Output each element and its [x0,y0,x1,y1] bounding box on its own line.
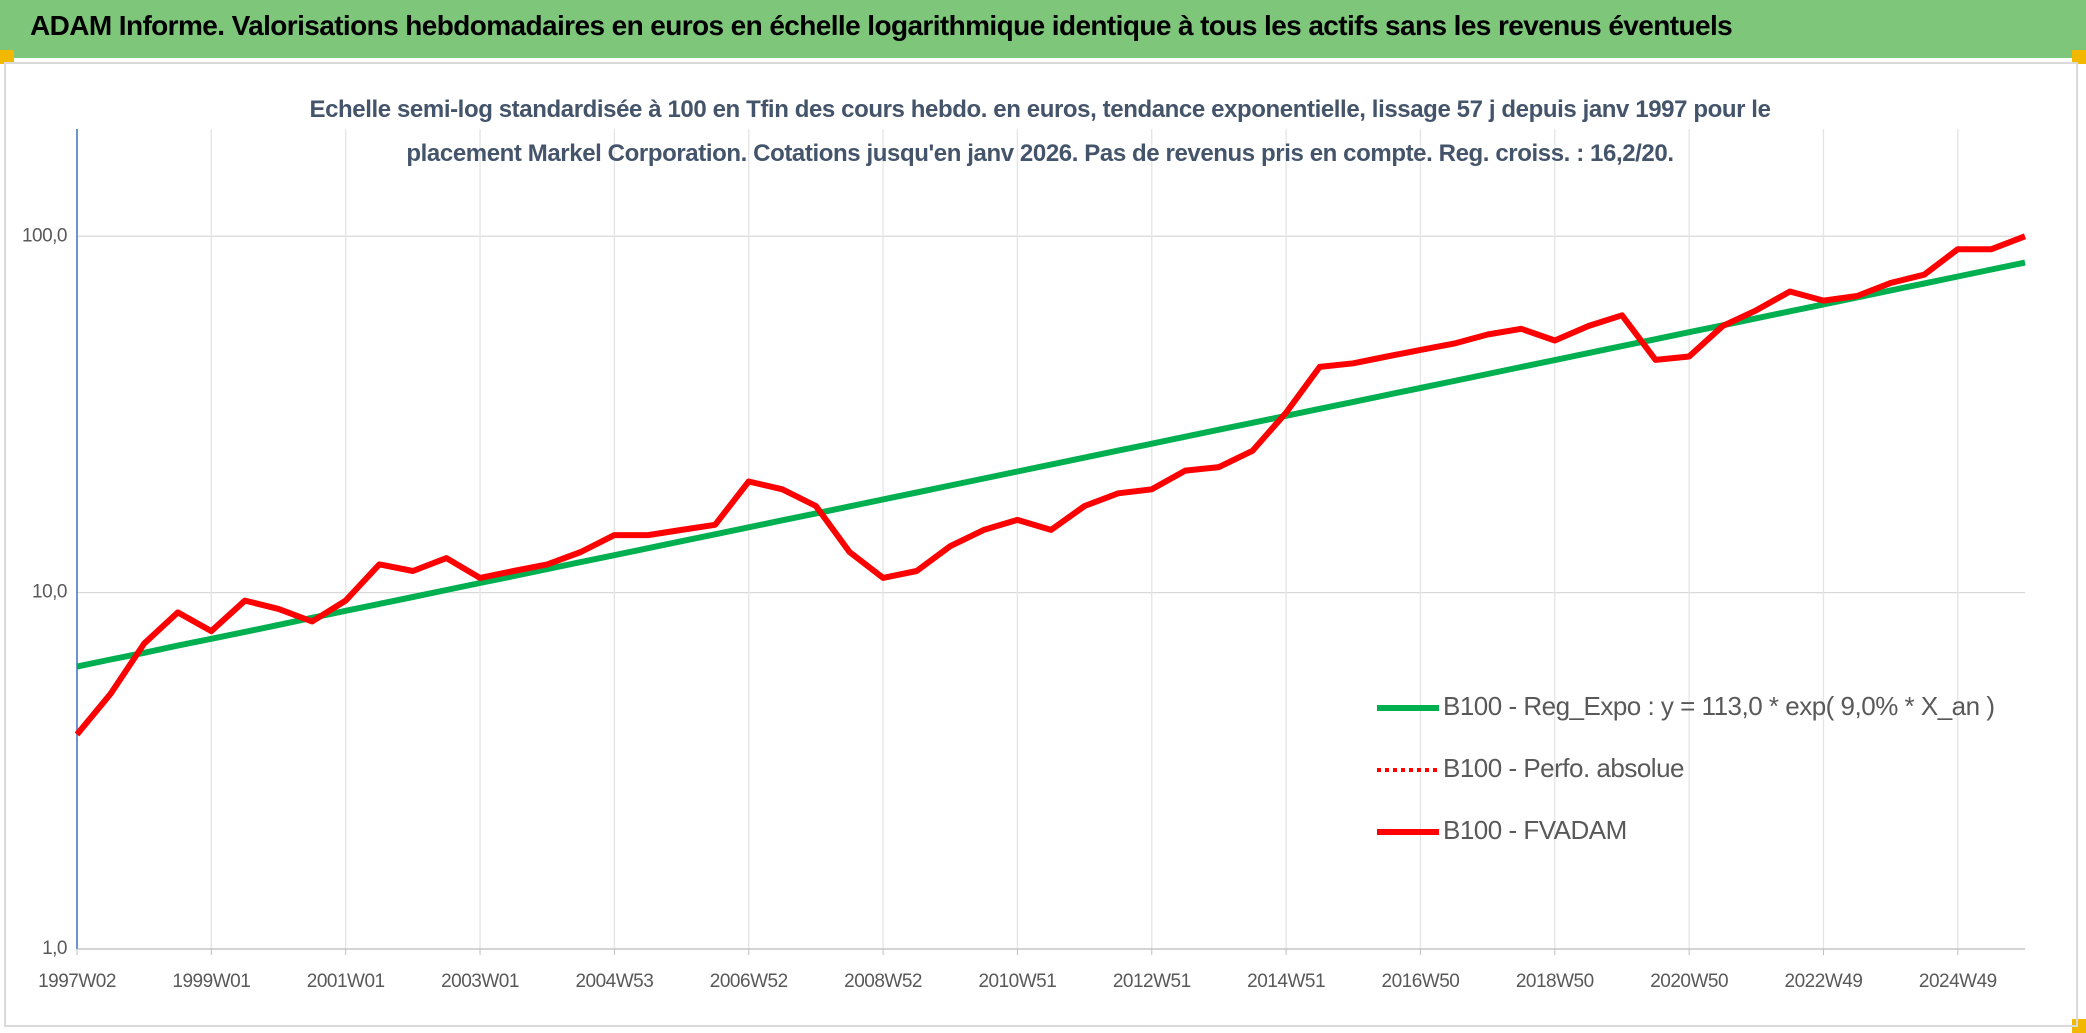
y-tick-label: 100,0 [22,225,67,246]
x-tick-label: 2020W50 [1650,971,1728,992]
chart-subtitle: Echelle semi-log standardisée à 100 en T… [309,96,1771,167]
chart-frame [4,62,2078,1027]
series-line [74,233,2027,737]
x-tick-label: 2018W50 [1516,971,1594,992]
corner [2072,50,2086,64]
series-line [76,259,2026,670]
x-tick-label: 2006W52 [710,971,788,992]
x-tick-label: 2014W51 [1247,971,1325,992]
corner [0,50,14,64]
y-tick-label: 1,0 [42,938,67,959]
series-line [75,234,2026,736]
legend-label: B100 - Perfo. absolue [1443,753,1684,783]
x-tick-label: 2001W01 [307,971,385,992]
x-tick-label: 2016W50 [1382,971,1460,992]
y-tick-label: 10,0 [32,582,67,603]
x-tick-label: 1997W02 [38,971,116,992]
x-tick-label: 2024W49 [1919,971,1997,992]
x-tick-label: 2008W52 [844,971,922,992]
header-bar: ADAM Informe. Valorisations hebdomadaire… [0,0,2086,58]
x-tick-label: 2003W01 [441,971,519,992]
legend-label: B100 - FVADAM [1443,815,1627,845]
header-title: ADAM Informe. Valorisations hebdomadaire… [30,10,1733,41]
x-tick-label: 2012W51 [1113,971,1191,992]
legend-label: B100 - Reg_Expo : y = 113,0 * exp( 9,0% … [1443,691,1994,721]
x-tick-label: 2010W51 [978,971,1056,992]
x-tick-label: 2004W53 [575,971,653,992]
corner [2072,1019,2086,1033]
x-tick-label: 1999W01 [172,971,250,992]
x-tick-label: 2022W49 [1785,971,1863,992]
